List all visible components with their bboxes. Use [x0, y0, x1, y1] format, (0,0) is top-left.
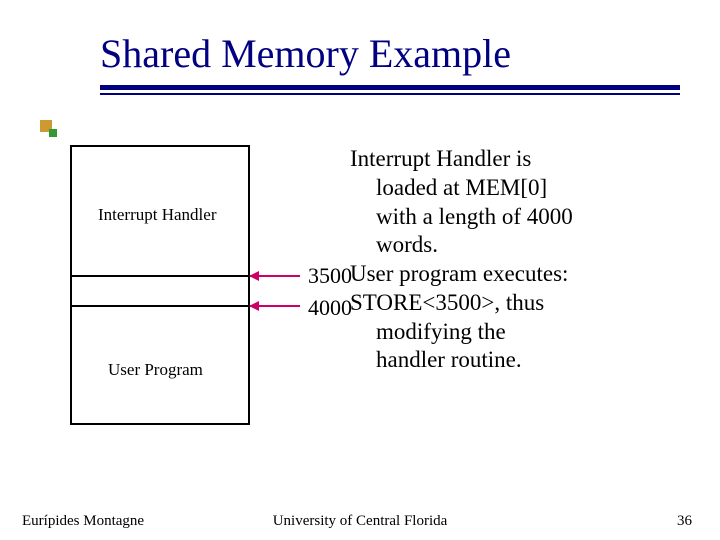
title-underline-thick [100, 85, 680, 90]
arrow-4000 [250, 305, 300, 307]
label-interrupt-handler: Interrupt Handler [98, 205, 216, 225]
memory-box [70, 145, 250, 425]
memory-divider-2 [70, 305, 250, 307]
footer-affiliation: University of Central Florida [273, 513, 448, 530]
body-line: STORE<3500>, thus [350, 289, 670, 318]
body-line: loaded at MEM[0] [376, 174, 670, 203]
slide: Shared Memory Example Interrupt Handler … [0, 0, 720, 540]
footer-page-number: 36 [677, 513, 692, 530]
address-4000: 4000 [308, 295, 352, 321]
body-line: Interrupt Handler is [350, 145, 670, 174]
slide-title: Shared Memory Example [100, 30, 680, 85]
body-line: handler routine. [376, 346, 670, 375]
memory-diagram: Interrupt Handler User Program 3500 4000 [50, 145, 350, 465]
body-line: words. [376, 231, 670, 260]
body-line: modifying the [376, 318, 670, 347]
arrow-3500 [250, 275, 300, 277]
label-user-program: User Program [108, 360, 203, 380]
address-3500: 3500 [308, 263, 352, 289]
title-block: Shared Memory Example [100, 30, 680, 95]
footer-author: Eurípides Montagne [22, 513, 144, 530]
body-text: Interrupt Handler is loaded at MEM[0] wi… [350, 145, 680, 465]
content-row: Interrupt Handler User Program 3500 4000… [40, 145, 680, 465]
body-line: with a length of 4000 [376, 203, 670, 232]
body-line: User program executes: [350, 260, 670, 289]
memory-divider-1 [70, 275, 250, 277]
title-accent-icon [40, 120, 62, 142]
title-underline-thin [100, 93, 680, 95]
